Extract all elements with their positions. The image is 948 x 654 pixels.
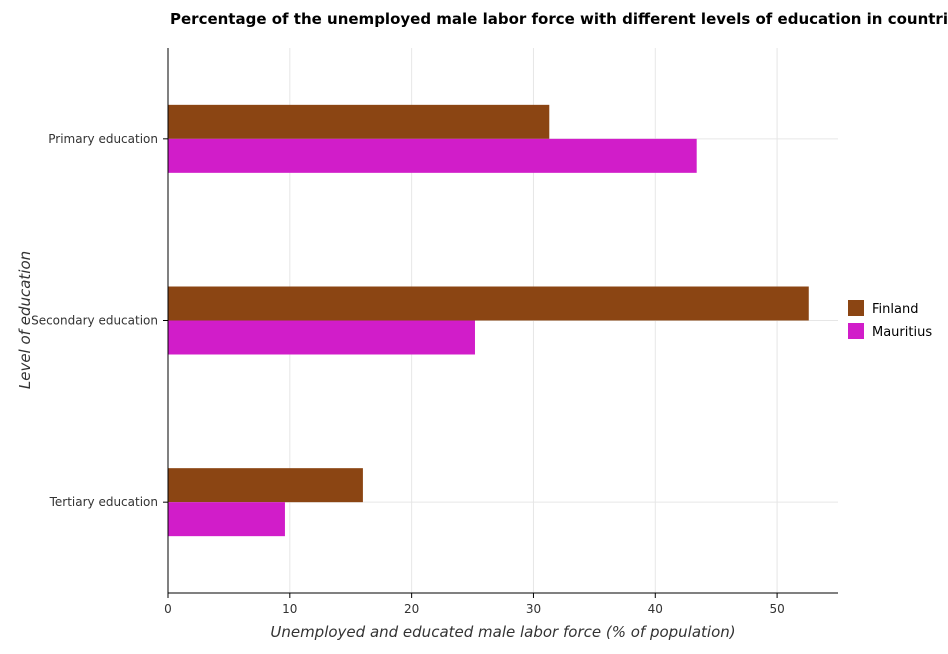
x-tick-label: 30 xyxy=(526,602,541,616)
bar-finland-3 xyxy=(168,468,363,503)
legend-label-finland: Finland xyxy=(872,302,918,317)
bar-mauritius-2 xyxy=(168,320,475,355)
category-label: Secondary education xyxy=(31,314,158,328)
bars xyxy=(168,104,809,537)
x-tick-label: 0 xyxy=(164,602,172,616)
bar-finland-1 xyxy=(168,104,550,139)
x-tick-label: 10 xyxy=(282,602,297,616)
ticks: 0 10 20 30 40 50 Primary education Secondary ed… xyxy=(31,132,785,616)
x-tick-label: 40 xyxy=(648,602,663,616)
legend-label-mauritius: Mauritius xyxy=(872,325,932,340)
x-tick-label: 50 xyxy=(769,602,784,616)
legend-swatch-mauritius xyxy=(848,323,864,339)
bar-mauritius-1 xyxy=(168,138,697,173)
x-axis-title: Unemployed and educated male labor force… xyxy=(270,623,735,641)
category-label: Primary education xyxy=(48,132,158,146)
chart-title: Percentage of the unemployed male labor … xyxy=(170,10,948,28)
legend-swatch-finland xyxy=(848,300,864,316)
bar-mauritius-3 xyxy=(168,502,285,537)
category-label: Tertiary education xyxy=(49,495,158,509)
y-axis-title: Level of education xyxy=(16,251,34,389)
x-tick-label: 20 xyxy=(404,602,419,616)
legend: Finland Mauritius xyxy=(848,300,932,340)
bar-finland-2 xyxy=(168,286,809,321)
